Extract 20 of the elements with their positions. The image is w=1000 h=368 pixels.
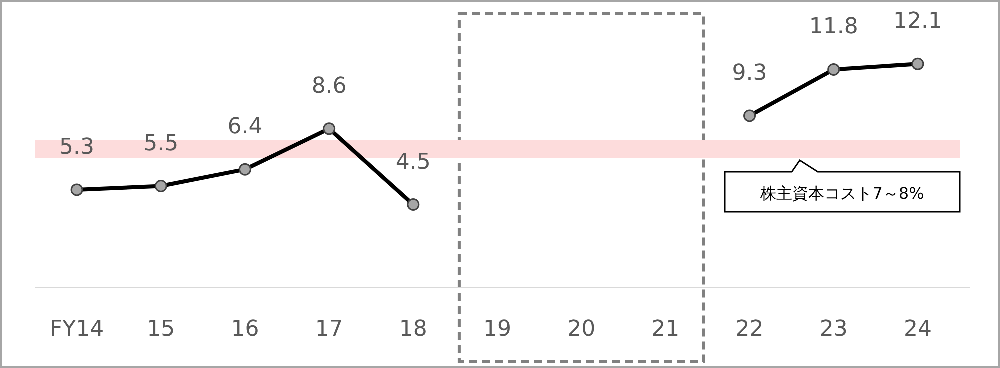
data-label: 11.8 (809, 14, 858, 40)
x-tick-label: 24 (904, 317, 932, 342)
x-tick-label: 23 (820, 317, 848, 342)
x-tick-label: 15 (147, 317, 176, 342)
data-label: 9.3 (732, 60, 768, 86)
data-label: 4.5 (396, 150, 431, 175)
data-label: 12.1 (893, 9, 942, 34)
x-tick-label: 16 (231, 317, 260, 342)
x-tick-label: 17 (315, 317, 344, 342)
x-tick-label: 19 (484, 317, 512, 342)
x-tick-label: 20 (568, 317, 596, 342)
x-tick-label: 21 (652, 317, 680, 342)
data-label: 5.3 (60, 134, 95, 160)
data-label: 6.4 (228, 114, 263, 140)
x-tick-label: 22 (736, 317, 764, 342)
band-label: 株主資本コスト7～8% (760, 184, 924, 203)
x-tick-label: FY14 (50, 317, 104, 342)
x-tick-label: 18 (399, 317, 428, 342)
data-label: 8.6 (312, 74, 347, 99)
data-label: 5.5 (144, 131, 179, 156)
